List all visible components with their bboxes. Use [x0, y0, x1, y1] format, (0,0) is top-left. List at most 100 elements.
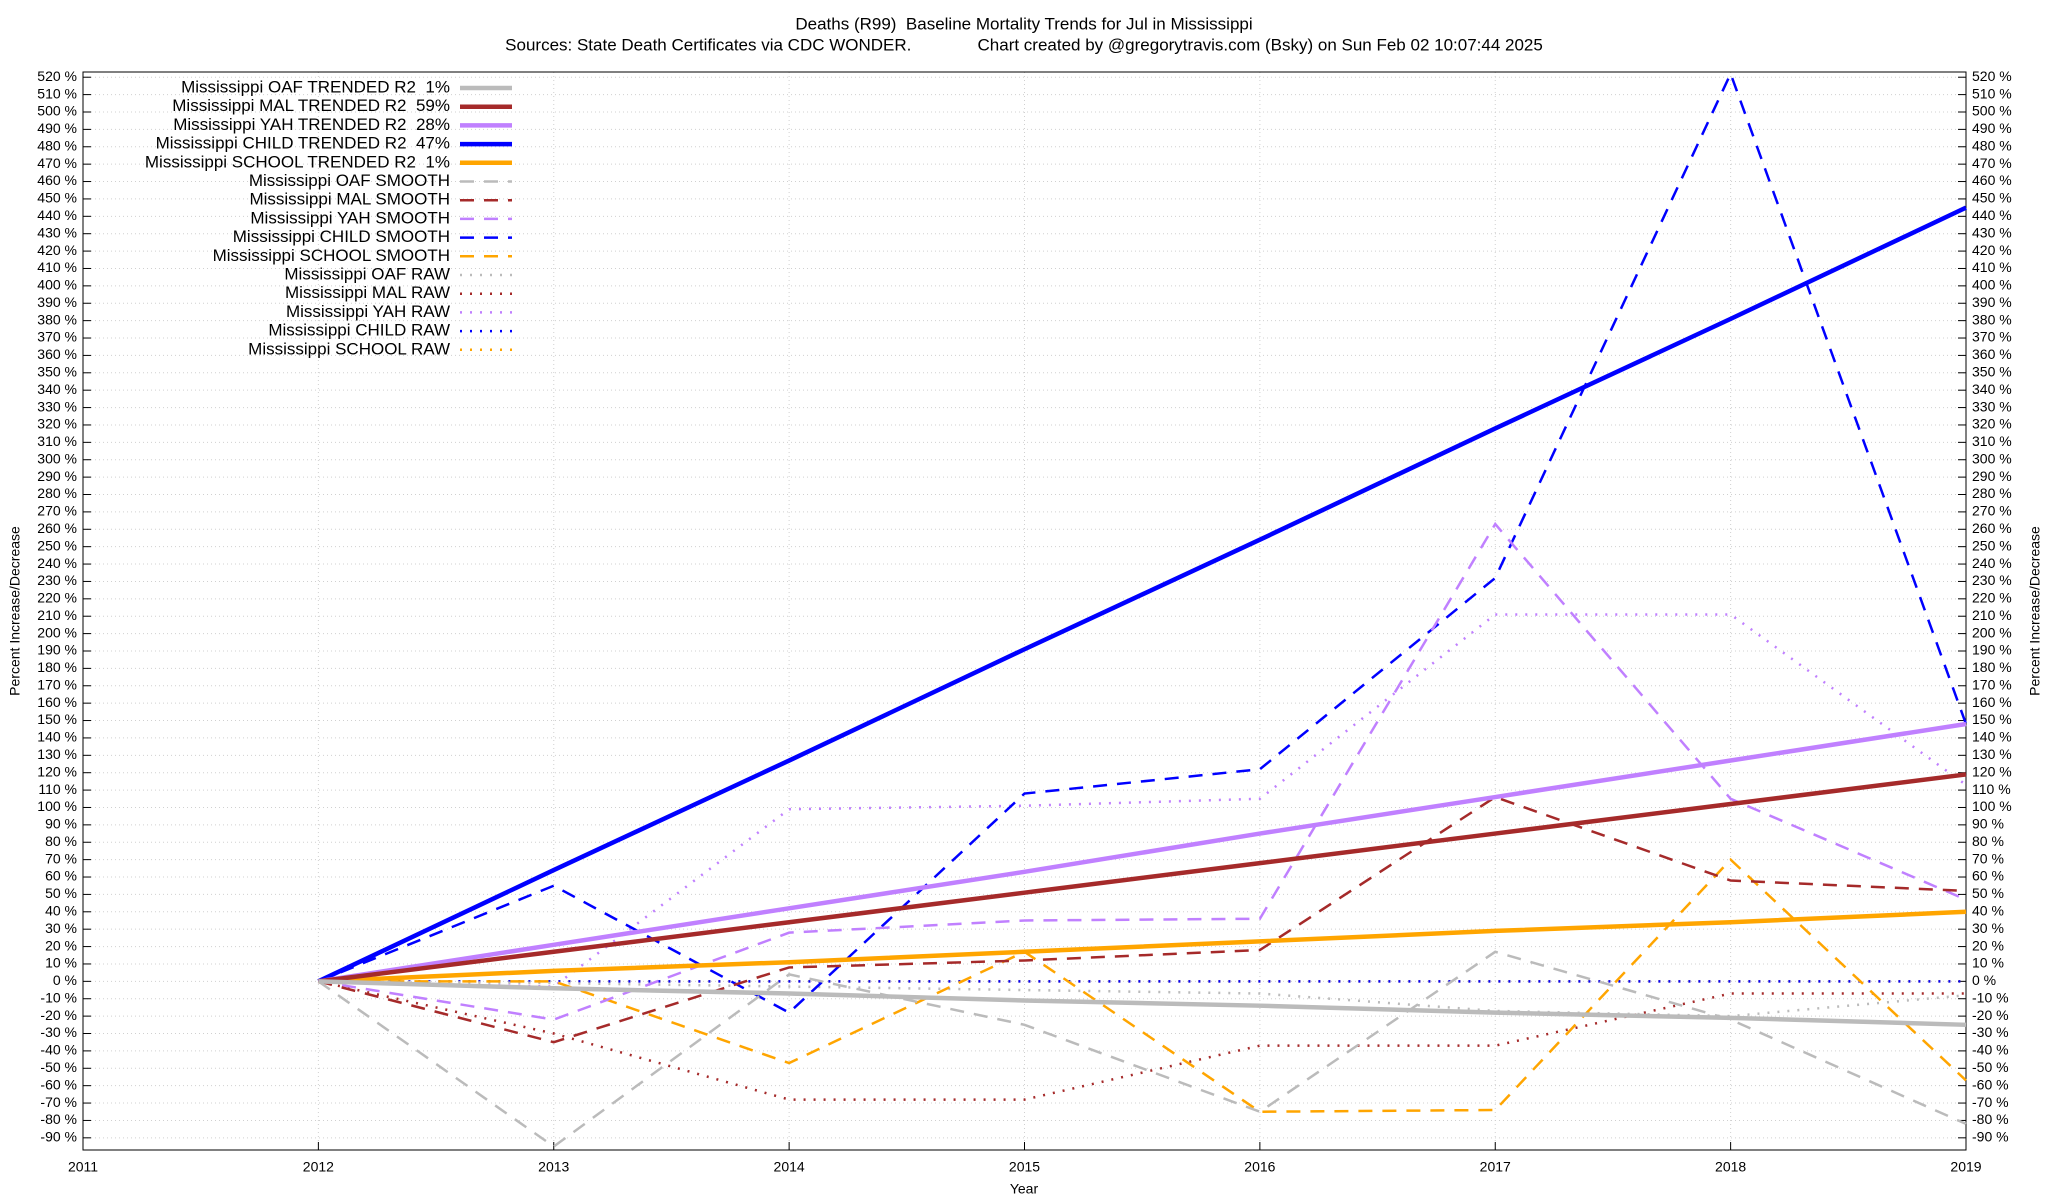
y2-tick-label: -60 % — [1972, 1076, 2009, 1092]
legend-label: Mississippi OAF RAW — [284, 264, 450, 283]
legend-label: Mississippi YAH RAW — [286, 302, 450, 321]
y-tick-label: 120 % — [37, 763, 77, 779]
y2-tick-label: 170 % — [1972, 676, 2012, 692]
y2-tick-label: 410 % — [1972, 259, 2012, 275]
y2-tick-label: -80 % — [1972, 1111, 2009, 1127]
y2-tick-label: 340 % — [1972, 381, 2012, 397]
y2-tick-label: 350 % — [1972, 363, 2012, 379]
y2-tick-label: 280 % — [1972, 485, 2012, 501]
y2-tick-label: 180 % — [1972, 659, 2012, 675]
series-line — [318, 980, 1966, 1101]
y-tick-label: 480 % — [37, 137, 77, 153]
y-tick-label: 410 % — [37, 259, 77, 275]
y-tick-label: 220 % — [37, 590, 77, 606]
x-tick-label: 2017 — [1480, 1159, 1511, 1175]
y2-tick-label: 210 % — [1972, 607, 2012, 623]
y2-tick-label: 290 % — [1972, 468, 2012, 484]
y-tick-label: 320 % — [37, 416, 77, 432]
y-tick-label: 230 % — [37, 572, 77, 588]
y2-tick-label: 30 % — [1972, 920, 2004, 936]
legend-label: Mississippi CHILD RAW — [268, 321, 450, 340]
series-line — [318, 613, 1967, 988]
series-line — [318, 721, 1967, 984]
y2-tick-label: -20 % — [1972, 1007, 2009, 1023]
y2-tick-label: 450 % — [1972, 190, 2012, 206]
y2-tick-label: 80 % — [1972, 833, 2004, 849]
y2-tick-label: 330 % — [1972, 398, 2012, 414]
y-tick-label: -40 % — [40, 1042, 77, 1058]
y-tick-label: 400 % — [37, 277, 77, 293]
y2-tick-label: -10 % — [1972, 989, 2009, 1005]
y2-tick-label: 200 % — [1972, 624, 2012, 640]
y-tick-label: 330 % — [37, 398, 77, 414]
y-tick-label: 490 % — [37, 120, 77, 136]
y-tick-label: 450 % — [37, 190, 77, 206]
y2-tick-label: 40 % — [1972, 902, 2004, 918]
y2-tick-label: 430 % — [1972, 224, 2012, 240]
y-tick-label: 190 % — [37, 642, 77, 658]
y2-tick-label: 520 % — [1972, 68, 2012, 84]
y-tick-label: 80 % — [45, 833, 77, 849]
y2-tick-label: 510 % — [1972, 85, 2012, 101]
y2-tick-label: 20 % — [1972, 937, 2004, 953]
y2-tick-label: 310 % — [1972, 433, 2012, 449]
y-tick-label: 390 % — [37, 294, 77, 310]
legend-label: Mississippi MAL SMOOTH — [249, 190, 450, 209]
x-tick-label: 2018 — [1715, 1159, 1746, 1175]
y2-tick-label: 250 % — [1972, 537, 2012, 553]
x-tick-label: 2013 — [538, 1159, 569, 1175]
legend-label: Mississippi SCHOOL RAW — [248, 339, 450, 358]
chart-subtitle: Sources: State Death Certificates via CD… — [505, 35, 1543, 54]
series-line — [318, 795, 1967, 1044]
y-tick-label: 50 % — [45, 885, 77, 901]
legend-label: Mississippi OAF TRENDED R2 1% — [181, 77, 450, 96]
legend-label: Mississippi CHILD TRENDED R2 47% — [156, 134, 450, 153]
y-tick-label: 130 % — [37, 746, 77, 762]
y-tick-label: 470 % — [37, 155, 77, 171]
y-tick-label: 420 % — [37, 242, 77, 258]
series-line — [318, 979, 1967, 1028]
y2-tick-label: 370 % — [1972, 329, 2012, 345]
series-line — [318, 857, 1967, 1114]
y-tick-label: 150 % — [37, 711, 77, 727]
y2-tick-label: -30 % — [1972, 1024, 2009, 1040]
y2-tick-label: 400 % — [1972, 277, 2012, 293]
series-line — [318, 909, 1967, 984]
legend-label: Mississippi CHILD SMOOTH — [233, 227, 450, 246]
legend-label: Mississippi YAH SMOOTH — [250, 208, 450, 227]
y-tick-label: 310 % — [37, 433, 77, 449]
y2-tick-label: 460 % — [1972, 172, 2012, 188]
series-line — [317, 950, 1967, 1149]
y-tick-label: -20 % — [40, 1007, 77, 1023]
y2-tick-label: 270 % — [1972, 503, 2012, 519]
y-tick-label: 200 % — [37, 624, 77, 640]
y2-tick-label: 130 % — [1972, 746, 2012, 762]
y-tick-label: 370 % — [37, 329, 77, 345]
y2-tick-label: 320 % — [1972, 416, 2012, 432]
y2-tick-label: 230 % — [1972, 572, 2012, 588]
y2-tick-label: -70 % — [1972, 1094, 2009, 1110]
y2-tick-label: -90 % — [1972, 1129, 2009, 1145]
y2-tick-label: 150 % — [1972, 711, 2012, 727]
series-line — [317, 205, 1967, 984]
y-tick-label: 260 % — [37, 520, 77, 536]
y2-tick-label: 420 % — [1972, 242, 2012, 258]
y-tick-label: 430 % — [37, 224, 77, 240]
y-tick-label: -10 % — [40, 989, 77, 1005]
legend-label: Mississippi SCHOOL SMOOTH — [213, 246, 450, 265]
y-tick-label: 160 % — [37, 694, 77, 710]
y-tick-label: -80 % — [40, 1111, 77, 1127]
y-tick-label: 240 % — [37, 555, 77, 571]
y-tick-label: 290 % — [37, 468, 77, 484]
series-line — [318, 521, 1967, 1021]
y-tick-label: 500 % — [37, 103, 77, 119]
y-tick-label: 40 % — [45, 902, 77, 918]
y-tick-label: 440 % — [37, 207, 77, 223]
legend-label: Mississippi YAH TRENDED R2 28% — [173, 115, 450, 134]
y-tick-label: 510 % — [37, 85, 77, 101]
x-tick-label: 2012 — [303, 1159, 334, 1175]
y2-tick-label: 0 % — [1972, 972, 1996, 988]
y2-tick-label: 90 % — [1972, 816, 2004, 832]
plot-frame — [82, 71, 1967, 1151]
y2-tick-label: 380 % — [1972, 311, 2012, 327]
